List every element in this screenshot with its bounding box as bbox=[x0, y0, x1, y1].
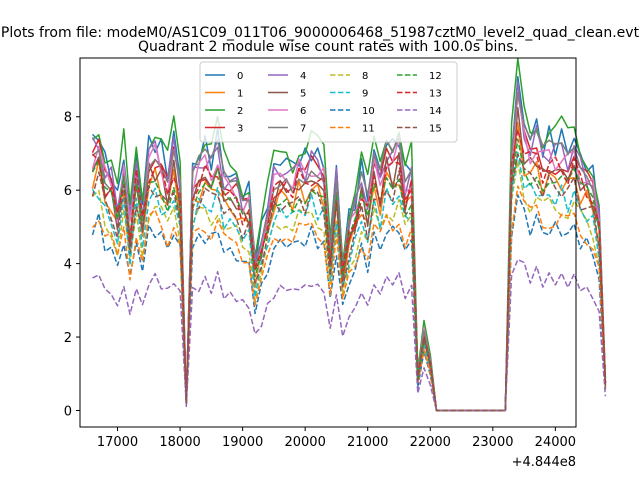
legend-label-7: 7 bbox=[300, 124, 306, 135]
figure-suptitle: Plots from file: modeM0/AS1C09_011T06_90… bbox=[1, 25, 640, 41]
axes-frame bbox=[79, 57, 577, 428]
x-offset-label: +4.844e8 bbox=[512, 455, 576, 470]
series-line-10 bbox=[91, 194, 607, 412]
y-axis: 0 2 4 6 8 bbox=[64, 111, 80, 419]
legend-label-12: 12 bbox=[429, 71, 442, 82]
series-line-2 bbox=[92, 57, 607, 412]
legend-label-9: 9 bbox=[362, 89, 368, 100]
y-tick-label: 2 bbox=[64, 331, 72, 346]
legend-label-11: 11 bbox=[362, 124, 375, 135]
x-axis: 17000 18000 19000 20000 21000 22000 23000 24000 bbox=[97, 427, 576, 450]
series-line-9 bbox=[91, 151, 607, 412]
x-tick-label: 18000 bbox=[159, 435, 200, 450]
legend-label-6: 6 bbox=[300, 106, 306, 117]
legend-label-0: 0 bbox=[237, 71, 243, 82]
series-line-11 bbox=[91, 185, 607, 412]
x-tick-label: 17000 bbox=[97, 435, 138, 450]
y-tick-label: 4 bbox=[64, 258, 72, 273]
series-group bbox=[91, 57, 607, 412]
series-line-13 bbox=[91, 129, 607, 412]
series-line-15 bbox=[91, 153, 607, 412]
series-line-14 bbox=[92, 258, 607, 412]
x-tick-label: 19000 bbox=[222, 435, 263, 450]
legend-label-5: 5 bbox=[300, 89, 306, 100]
legend-label-13: 13 bbox=[429, 89, 442, 100]
legend-box bbox=[199, 61, 458, 143]
y-tick-label: 0 bbox=[64, 404, 72, 419]
legend-label-4: 4 bbox=[300, 71, 306, 82]
legend-label-15: 15 bbox=[429, 124, 442, 135]
x-tick-label: 23000 bbox=[472, 435, 513, 450]
legend-label-14: 14 bbox=[429, 106, 442, 117]
series-line-7 bbox=[92, 91, 607, 412]
chart-title: Quadrant 2 module wise count rates with … bbox=[138, 39, 518, 55]
legend-label-3: 3 bbox=[237, 124, 243, 135]
legend-label-1: 1 bbox=[237, 89, 243, 100]
x-tick-label: 24000 bbox=[535, 435, 576, 450]
x-tick-label: 22000 bbox=[410, 435, 451, 450]
series-line-0 bbox=[91, 75, 607, 412]
x-tick-label: 21000 bbox=[347, 435, 388, 450]
legend-label-8: 8 bbox=[362, 71, 368, 82]
legend-label-2: 2 bbox=[237, 106, 243, 117]
y-tick-label: 8 bbox=[64, 111, 72, 126]
series-line-8 bbox=[91, 160, 607, 412]
series-line-12 bbox=[91, 138, 607, 412]
x-tick-label: 20000 bbox=[284, 435, 325, 450]
y-tick-label: 6 bbox=[64, 184, 72, 199]
legend-label-10: 10 bbox=[362, 106, 375, 117]
